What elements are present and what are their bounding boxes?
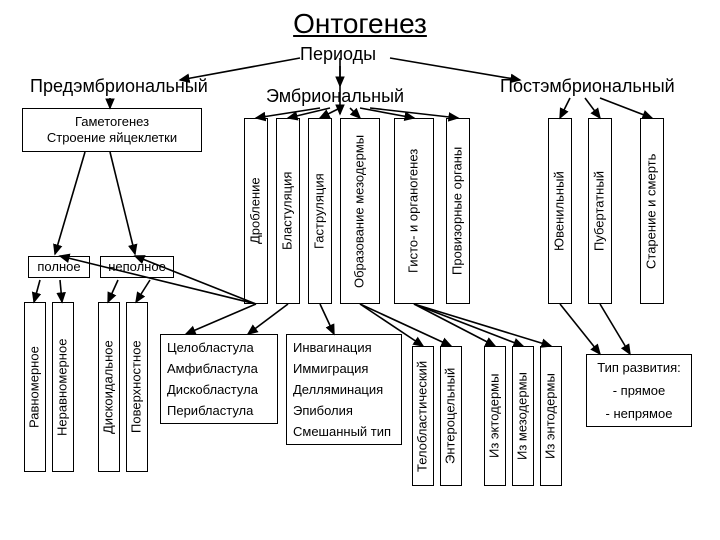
- label-emb: Эмбриональный: [266, 86, 404, 107]
- page-title: Онтогенез: [0, 8, 720, 40]
- tip-item: - непрямое: [606, 406, 673, 421]
- tip-item: Тип развития:: [597, 360, 681, 375]
- vbox-ekto: Из эктодермы: [484, 346, 506, 486]
- vbox-gastr: Гаструляция: [308, 118, 332, 304]
- vbox-prov: Провизорные органы: [446, 118, 470, 304]
- gameto-line1: Гаметогенез: [75, 114, 149, 130]
- list2-item: Смешанный тип: [293, 424, 395, 439]
- tip-item: - прямое: [613, 383, 666, 398]
- vbox-ento: Из энтодермы: [540, 346, 562, 486]
- vbox-mezo2: Из мезодермы: [512, 346, 534, 486]
- vbox-pub: Пубертатный: [588, 118, 612, 304]
- vbox-nerav: Неравномерное: [52, 302, 74, 472]
- listbox-blastula-types: Целобластула Амфибластула Дискобластула …: [160, 334, 278, 424]
- box-nepolnoe: неполное: [100, 256, 174, 278]
- box-polnoe: полное: [28, 256, 90, 278]
- listbox-gastrulation-types: Инвагинация Иммиграция Делляминация Эпиб…: [286, 334, 402, 445]
- vbox-yuv: Ювенильный: [548, 118, 572, 304]
- vbox-drob: Дробление: [244, 118, 268, 304]
- vbox-telo: Телобластический: [412, 346, 434, 486]
- list2-item: Делляминация: [293, 382, 395, 397]
- gameto-line2: Строение яйцеклетки: [47, 130, 177, 146]
- list2-item: Иммиграция: [293, 361, 395, 376]
- list2-item: Инвагинация: [293, 340, 395, 355]
- vbox-gisto: Гисто- и органогенез: [394, 118, 434, 304]
- list2-item: Эпиболия: [293, 403, 395, 418]
- vbox-mezo: Образование мезодермы: [340, 118, 380, 304]
- list1-item: Амфибластула: [167, 361, 271, 376]
- label-periody: Периоды: [300, 44, 376, 65]
- label-post: Постэмбриональный: [500, 76, 675, 97]
- box-tip-razvitiya: Тип развития: - прямое - непрямое: [586, 354, 692, 427]
- vbox-ent: Энтероцельный: [440, 346, 462, 486]
- label-pre: Предэмбриональный: [30, 76, 208, 97]
- vbox-star: Старение и смерть: [640, 118, 664, 304]
- vbox-ravn: Равномерное: [24, 302, 46, 472]
- list1-item: Перибластула: [167, 403, 271, 418]
- vbox-pover: Поверхностное: [126, 302, 148, 472]
- vbox-blast: Бластуляция: [276, 118, 300, 304]
- vbox-disk: Дискоидальное: [98, 302, 120, 472]
- list1-item: Дискобластула: [167, 382, 271, 397]
- list1-item: Целобластула: [167, 340, 271, 355]
- box-gameto: Гаметогенез Строение яйцеклетки: [22, 108, 202, 152]
